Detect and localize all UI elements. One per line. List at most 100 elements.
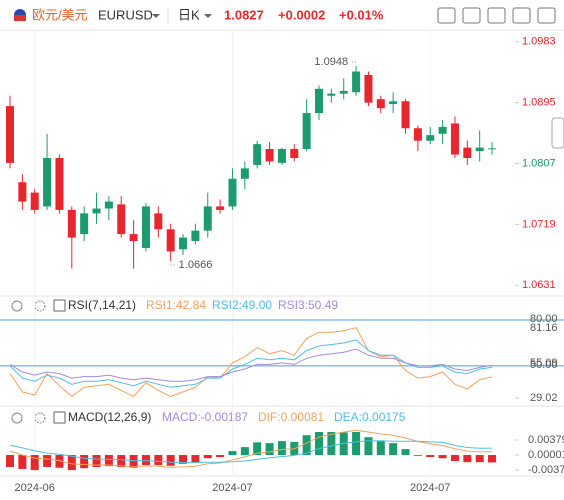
price: 1.0827 (224, 7, 264, 22)
x-tick-label: 2024-07 (410, 482, 450, 494)
macd-legend: DEA:0.00175 (334, 410, 406, 424)
candle-body (166, 229, 175, 252)
change-pct: +0.01% (339, 7, 384, 22)
macd-bar (6, 455, 14, 467)
candle-body (475, 147, 484, 152)
hide-icon[interactable] (11, 300, 23, 312)
side-handle[interactable] (551, 117, 564, 149)
candle-body (327, 93, 336, 96)
y-tick-label: 80.00 (530, 313, 558, 325)
y-tick-label: 1.0807 (522, 157, 556, 169)
candle-body (129, 234, 138, 242)
tool-icon[interactable] (437, 7, 456, 24)
macd-title: MACD(12,26,9) (68, 410, 151, 424)
y-tick-label: 1.0983 (522, 36, 556, 48)
y-tick-label: 1.0631 (522, 279, 556, 291)
macd-bar (413, 455, 422, 456)
tool-icon[interactable] (537, 7, 556, 24)
rsi-legend: RSI1:42.84 (146, 298, 206, 312)
dropdown-caret[interactable] (204, 14, 212, 18)
macd-bar (463, 455, 472, 463)
macd-bar (191, 455, 200, 463)
macd-bar (315, 432, 323, 456)
settings-icon[interactable] (34, 412, 46, 424)
change: +0.0002 (278, 7, 325, 22)
rsi-line (9, 327, 493, 398)
period[interactable]: 日K (178, 7, 200, 22)
y-tick-label: 0.00001 (528, 449, 564, 461)
candle-body (352, 71, 361, 93)
macd-bar (216, 455, 225, 458)
indicator-icon[interactable] (53, 299, 66, 312)
pair-symbol[interactable]: EURUSD (98, 7, 153, 22)
candle-body (364, 74, 373, 103)
candle-body (401, 101, 410, 129)
macd-bar (302, 435, 311, 456)
macd-bar (92, 455, 101, 467)
candle-body (203, 206, 212, 231)
candle-body (104, 201, 113, 209)
macd-legend: DIF:0.00081 (258, 410, 324, 424)
tool-icon[interactable] (487, 7, 506, 24)
pair-name[interactable]: 欧元/美元 (32, 7, 88, 22)
y-tick-label: 50.00 (530, 359, 558, 371)
x-tick-label: 2024-06 (15, 482, 55, 494)
macd-bar (438, 455, 447, 459)
candle-body (228, 178, 237, 207)
macd-bar (179, 455, 188, 464)
macd-bar (253, 442, 262, 456)
candle-body (6, 106, 14, 163)
y-tick-label: 29.02 (530, 392, 558, 404)
candle-body (265, 149, 274, 162)
header: 欧元/美元 EURUSD 日K 1.0827 +0.0002 +0.01% (14, 7, 564, 149)
x-tick-label: 2024-07 (212, 482, 252, 494)
y-tick-label: -0.00377 (528, 464, 564, 476)
macd-bar (426, 455, 435, 458)
candle-body (141, 206, 150, 248)
dropdown-caret[interactable] (152, 14, 160, 18)
annotation: 1.0666 (179, 259, 213, 271)
candle-body (18, 182, 27, 202)
macd-legend: MACD:-0.00187 (162, 410, 248, 424)
macd-line (9, 440, 493, 464)
macd-bar (364, 437, 373, 456)
y-tick-label: 0.00379 (528, 434, 564, 446)
macd-bar (327, 432, 336, 456)
rsi-line (9, 339, 493, 388)
candle-body (191, 230, 200, 242)
rsi-legend: RSI2:49.00 (212, 298, 272, 312)
candle-body (43, 158, 52, 207)
candle-body (117, 204, 126, 235)
macd-bar (401, 449, 410, 456)
macd-bar (265, 443, 274, 456)
indicator-icon[interactable] (53, 411, 66, 424)
tool-icon[interactable] (512, 7, 531, 24)
candle-body (30, 192, 39, 210)
macd-bar (352, 432, 361, 456)
macd-line (9, 429, 493, 468)
candle-body (389, 101, 398, 105)
macd-bar (18, 455, 27, 469)
macd-bar (277, 441, 286, 456)
macd-bar (339, 432, 348, 456)
macd-bar (30, 455, 39, 471)
candle-body (277, 149, 286, 163)
settings-icon[interactable] (34, 300, 46, 312)
candle-body (339, 90, 348, 94)
candle-body (179, 237, 188, 250)
macd-bar (141, 455, 150, 465)
hide-icon[interactable] (11, 412, 23, 424)
macd-bar (129, 455, 138, 468)
macd-bar (488, 455, 497, 463)
candle-body (154, 213, 163, 230)
macd-bar (166, 455, 175, 466)
candle-body (253, 144, 262, 165)
macd-bar (43, 455, 52, 467)
candle-body (450, 123, 459, 155)
y-tick-label: 1.0719 (522, 218, 556, 230)
candle-body (80, 213, 89, 235)
rsi-value-label: 81.16 (530, 322, 558, 334)
tool-icon[interactable] (462, 7, 481, 24)
candle-body (290, 149, 299, 159)
